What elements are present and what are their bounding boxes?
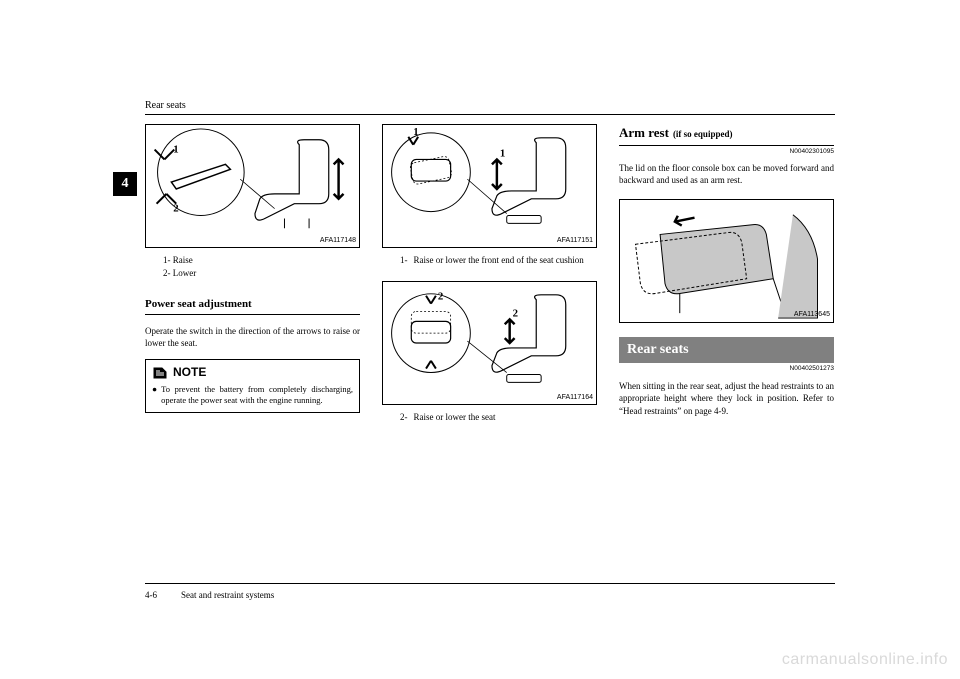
heading-armrest: Arm rest (if so equipped) [619,124,834,146]
svg-text:2: 2 [438,291,443,303]
legend-item: 2- Lower [163,267,360,279]
chapter-name: Seat and restraint systems [181,590,274,600]
page-footer: 4-6 Seat and restraint systems [145,583,835,600]
legend-list: 1- Raise or lower the front end of the s… [400,254,597,266]
seat-illustration-icon: 1 1 [383,125,596,247]
legend-item: 2- Raise or lower the seat [400,411,597,423]
figure-seat-lever: 1 2 AFA117148 [145,124,360,248]
svg-text:2: 2 [513,308,518,320]
figure-caption: AFA117148 [320,236,356,245]
column-1: 1 2 AFA117148 1- Raise 2- Lower Power se… [145,124,360,413]
legend-text: Lower [173,268,197,278]
legend-text: Raise or lower the seat [414,411,496,423]
legend-list: 2- Raise or lower the seat [400,411,597,423]
armrest-illustration-icon [620,200,833,322]
legend-num: 1- [163,255,171,265]
manual-page: Rear seats 4 1 2 AFA117148 1- [145,100,835,600]
legend-num: 2- [400,411,408,423]
legend-item: 1- Raise or lower the front end of the s… [400,254,597,266]
legend-item: 1- Raise [163,254,360,266]
reference-number: N00402301095 [619,148,834,157]
note-body: ● To prevent the battery from completely… [152,384,353,406]
footer-rule [145,583,835,584]
header-title: Rear seats [145,100,186,111]
figure-caption: AFA117151 [557,236,593,245]
note-box: NOTE ● To prevent the battery from compl… [145,359,360,412]
heading-main: Arm rest [619,124,669,142]
legend-num: 2- [163,268,171,278]
body-text: When sitting in the rear seat, adjust th… [619,380,834,416]
legend-list: 1- Raise 2- Lower [163,254,360,279]
note-icon [152,366,168,380]
body-text: Operate the switch in the direction of t… [145,325,360,349]
note-body-text: To prevent the battery from completely d… [161,384,353,406]
note-title: NOTE [152,364,353,380]
column-2: 1 1 AFA117151 1- Raise or lower the fron… [382,124,597,424]
column-3: Arm rest (if so equipped) N00402301095 T… [619,124,834,417]
chapter-tab: 4 [113,172,137,196]
figure-seat-rear-switch: 2 2 AFA117164 [382,281,597,405]
body-text: The lid on the floor console box can be … [619,162,834,186]
header-rule [145,114,835,115]
heading-sub: (if so equipped) [673,128,733,140]
seat-illustration-icon: 1 2 [146,125,359,247]
svg-text:1: 1 [413,126,418,138]
section-heading-bar: Rear seats [619,337,834,364]
figure-seat-front-switch: 1 1 AFA117151 [382,124,597,248]
figure-caption: AFA113645 [794,310,830,319]
legend-text: Raise [173,255,193,265]
legend-num: 1- [400,254,408,266]
svg-text:1: 1 [173,144,178,156]
page-number: 4-6 [145,590,157,600]
figure-armrest: AFA113645 [619,199,834,323]
seat-illustration-icon: 2 2 [383,282,596,404]
svg-text:2: 2 [173,203,178,215]
svg-text:1: 1 [500,147,505,159]
bullet-icon: ● [152,384,157,406]
legend-text: Raise or lower the front end of the seat… [414,254,584,266]
figure-caption: AFA117164 [557,393,593,402]
reference-number: N00402501273 [619,365,834,374]
note-title-text: NOTE [173,364,206,380]
subheading: Power seat adjustment [145,297,360,315]
watermark: carmanualsonline.info [782,651,948,669]
